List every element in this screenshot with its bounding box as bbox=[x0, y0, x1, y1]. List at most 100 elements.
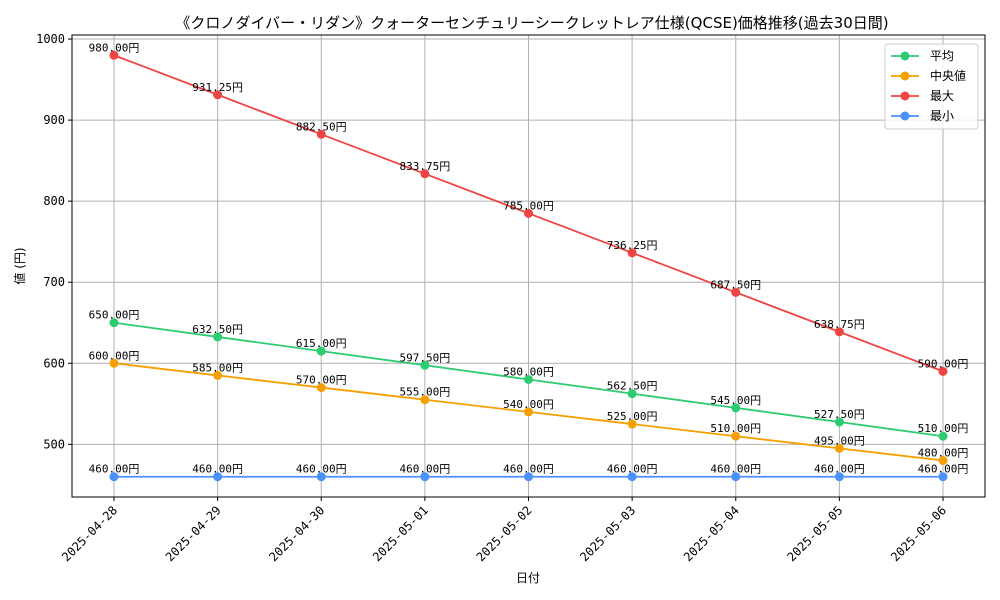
data-point bbox=[731, 431, 741, 441]
data-label: 460.00円 bbox=[296, 463, 347, 476]
data-point bbox=[109, 358, 119, 368]
y-tick-label: 700 bbox=[43, 275, 65, 289]
data-label: 460.00円 bbox=[918, 463, 969, 476]
data-label: 615.00円 bbox=[296, 337, 347, 350]
y-tick-label: 800 bbox=[43, 194, 65, 208]
legend-label: 最小 bbox=[930, 109, 954, 123]
data-point bbox=[109, 318, 119, 328]
legend-marker bbox=[900, 71, 910, 81]
data-label: 460.00円 bbox=[192, 463, 243, 476]
data-point bbox=[834, 443, 844, 453]
grid bbox=[72, 35, 985, 497]
data-label: 882.50円 bbox=[296, 120, 347, 133]
data-point bbox=[834, 417, 844, 427]
data-label: 480.00円 bbox=[918, 447, 969, 460]
data-point bbox=[213, 472, 223, 482]
legend-label: 平均 bbox=[930, 49, 954, 63]
data-label: 931.25円 bbox=[192, 81, 243, 94]
y-tick-label: 900 bbox=[43, 113, 65, 127]
data-point bbox=[731, 403, 741, 413]
data-point bbox=[109, 472, 119, 482]
data-labels: 650.00円 632.50円 615.00円 597.50円 580.00円 562.5… bbox=[89, 41, 969, 475]
data-point bbox=[213, 332, 223, 342]
chart-title: 《クロノダイバー・リダン》クォーターセンチュリーシークレットレア仕様(QCSE)… bbox=[175, 14, 888, 32]
y-tick-label: 500 bbox=[43, 437, 65, 451]
x-tick-label: 2025-04-30 bbox=[266, 503, 327, 564]
data-label: 545.00円 bbox=[710, 394, 761, 407]
data-point bbox=[420, 395, 430, 405]
data-label: 460.00円 bbox=[710, 463, 761, 476]
y-axis-label: 値 (円) bbox=[12, 247, 27, 284]
data-label: 833.75円 bbox=[400, 160, 451, 173]
series-layer bbox=[109, 50, 948, 482]
data-point bbox=[524, 208, 533, 218]
data-point bbox=[420, 169, 430, 179]
data-point bbox=[109, 50, 119, 60]
legend-marker bbox=[900, 111, 910, 121]
data-label: 495.00円 bbox=[814, 434, 865, 447]
x-tick-label: 2025-05-01 bbox=[370, 503, 431, 564]
data-point bbox=[213, 90, 223, 100]
data-label: 570.00円 bbox=[296, 374, 347, 387]
x-tick-label: 2025-05-03 bbox=[577, 503, 638, 564]
data-label: 525.00円 bbox=[607, 410, 658, 423]
data-label: 540.00円 bbox=[503, 398, 554, 411]
data-point bbox=[524, 472, 533, 482]
y-tick-label: 1000 bbox=[36, 32, 65, 46]
data-point bbox=[213, 370, 223, 380]
data-label: 580.00円 bbox=[503, 365, 554, 378]
y-tick-label: 600 bbox=[43, 356, 65, 370]
x-axis-ticks: 2025-04-28 2025-04-29 2025-04-30 2025-05-01… bbox=[59, 497, 949, 564]
data-label: 460.00円 bbox=[607, 463, 658, 476]
data-label: 510.00円 bbox=[918, 422, 969, 435]
data-point bbox=[316, 472, 326, 482]
legend-label: 中央値 bbox=[930, 68, 966, 83]
y-axis-ticks: 500 600 700 800 900 1000 bbox=[36, 32, 72, 451]
data-point bbox=[938, 456, 948, 466]
data-point bbox=[938, 472, 948, 482]
data-point bbox=[316, 346, 326, 356]
data-point bbox=[834, 327, 844, 337]
data-point bbox=[420, 360, 430, 370]
data-point bbox=[731, 287, 741, 297]
data-label: 590.00円 bbox=[918, 357, 969, 370]
x-tick-label: 2025-04-28 bbox=[59, 503, 120, 564]
data-point bbox=[420, 472, 430, 482]
data-point bbox=[316, 129, 326, 139]
data-point bbox=[834, 472, 844, 482]
data-point bbox=[627, 389, 637, 399]
x-tick-label: 2025-05-02 bbox=[474, 503, 535, 564]
x-tick-label: 2025-04-29 bbox=[163, 503, 224, 564]
data-label: 460.00円 bbox=[814, 463, 865, 476]
x-tick-label: 2025-05-04 bbox=[681, 503, 742, 564]
data-label: 785.00円 bbox=[503, 199, 554, 212]
data-label: 597.50円 bbox=[400, 351, 451, 364]
x-tick-label: 2025-05-06 bbox=[888, 503, 949, 564]
x-tick-label: 2025-05-05 bbox=[785, 503, 846, 564]
data-label: 555.00円 bbox=[400, 386, 451, 399]
data-label: 510.00円 bbox=[710, 422, 761, 435]
data-label: 562.50円 bbox=[607, 380, 658, 393]
legend-label: 最大 bbox=[930, 89, 954, 103]
legend-box bbox=[884, 43, 979, 130]
legend-marker bbox=[900, 51, 910, 61]
data-point bbox=[627, 248, 637, 258]
data-label: 980.00円 bbox=[89, 41, 140, 54]
data-point bbox=[938, 366, 948, 376]
data-point bbox=[627, 472, 637, 482]
data-label: 650.00円 bbox=[89, 309, 140, 322]
data-point bbox=[316, 383, 326, 393]
x-axis-label: 日付 bbox=[516, 571, 540, 585]
data-point bbox=[524, 407, 533, 417]
data-label: 687.50円 bbox=[710, 278, 761, 291]
data-label: 460.00円 bbox=[503, 463, 554, 476]
data-label: 632.50円 bbox=[192, 323, 243, 336]
data-point bbox=[731, 472, 741, 482]
data-label: 460.00円 bbox=[400, 463, 451, 476]
data-label: 600.00円 bbox=[89, 349, 140, 362]
data-label: 585.00円 bbox=[192, 361, 243, 374]
data-label: 460.00円 bbox=[89, 463, 140, 476]
